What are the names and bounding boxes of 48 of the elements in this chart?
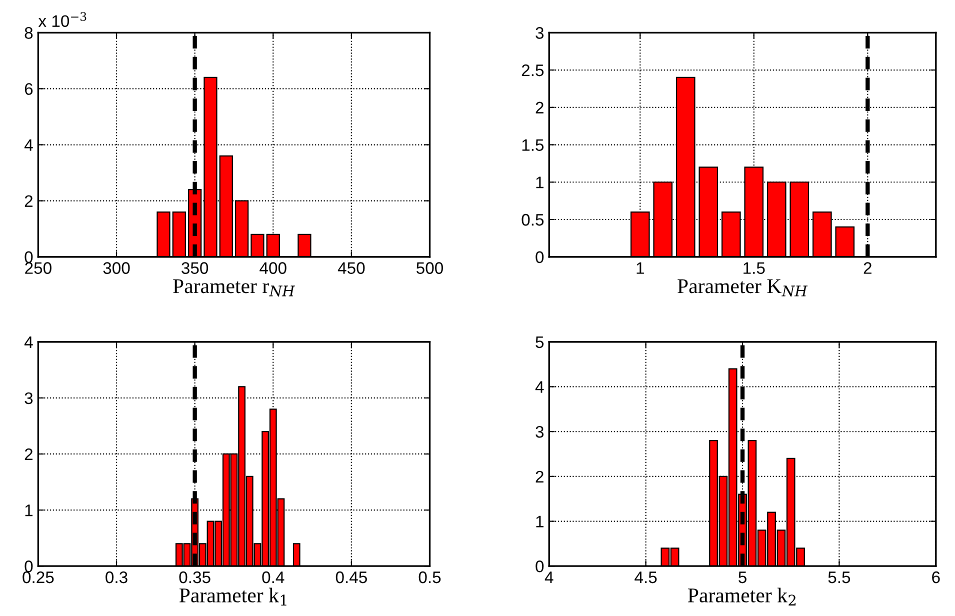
x-tick-label: 5.5 <box>828 572 850 584</box>
y-tick-label: 5 <box>536 336 544 348</box>
y-tick-label: 0.5 <box>522 214 544 226</box>
y-tick-label: 0 <box>24 251 33 264</box>
y-tick-label: 4 <box>24 139 33 151</box>
y-tick-label: 8 <box>24 27 33 39</box>
x-tick-label: 5 <box>738 572 746 584</box>
x-tick-label: 500 <box>416 262 444 274</box>
x-axis-title: Parameter r$_{NH}$ <box>173 279 296 296</box>
y-tick-label: 0 <box>24 560 33 572</box>
y-tick-label: 6 <box>24 83 33 95</box>
x-tick-label: 0.45 <box>336 571 367 584</box>
x-tick-label: 2 <box>864 262 872 274</box>
y-tick-label: 2 <box>536 470 544 482</box>
text: x 10$^{−3}$ <box>38 12 86 27</box>
y-tick-label: 4 <box>24 336 33 348</box>
y-tick-label: 2 <box>536 102 544 114</box>
x-tick-label: 6 <box>932 571 940 584</box>
y-tick-label: 3 <box>536 27 544 39</box>
y-tick-label: 3 <box>536 426 544 438</box>
x-axis-title: Parameter k$_{2}$ <box>688 588 796 606</box>
x-tick-label: 400 <box>260 262 286 274</box>
x-tick-label: 0.5 <box>418 571 441 584</box>
x-tick-label: 1.5 <box>744 262 765 274</box>
y-tick-label: 3 <box>24 392 33 404</box>
x-tick-label: 0.3 <box>106 571 128 584</box>
x-tick-label: 300 <box>103 262 130 274</box>
x-axis-title: Parameter K$_{NH}$ <box>678 279 808 296</box>
y-tick-label: 2.5 <box>522 64 544 76</box>
x-tick-label: 250 <box>25 262 52 274</box>
x-axis-title: Parameter k$_{1}$ <box>179 588 286 606</box>
x-tick-label: 0.4 <box>262 571 284 584</box>
y-tick-label: 2 <box>24 448 33 460</box>
x-tick-label: 4.5 <box>634 572 657 584</box>
x-tick-label: 4 <box>544 572 554 584</box>
x-tick-label: 450 <box>338 262 365 274</box>
y-tick-label: 1.5 <box>522 139 544 151</box>
y-tick-label: 1 <box>536 176 544 188</box>
y-tick-label: 0 <box>536 560 544 572</box>
y-tick-label: 2 <box>24 195 33 207</box>
y-tick-label: 1 <box>536 516 544 528</box>
x-tick-label: 0.25 <box>22 571 54 584</box>
x-tick-label: 1 <box>636 262 644 274</box>
x-tick-label: 350 <box>182 262 208 274</box>
y-tick-label: 0 <box>536 251 544 264</box>
y-tick-label: 1 <box>25 504 33 516</box>
x-tick-label: 0.35 <box>179 571 210 584</box>
y-tick-label: 4 <box>535 381 544 393</box>
